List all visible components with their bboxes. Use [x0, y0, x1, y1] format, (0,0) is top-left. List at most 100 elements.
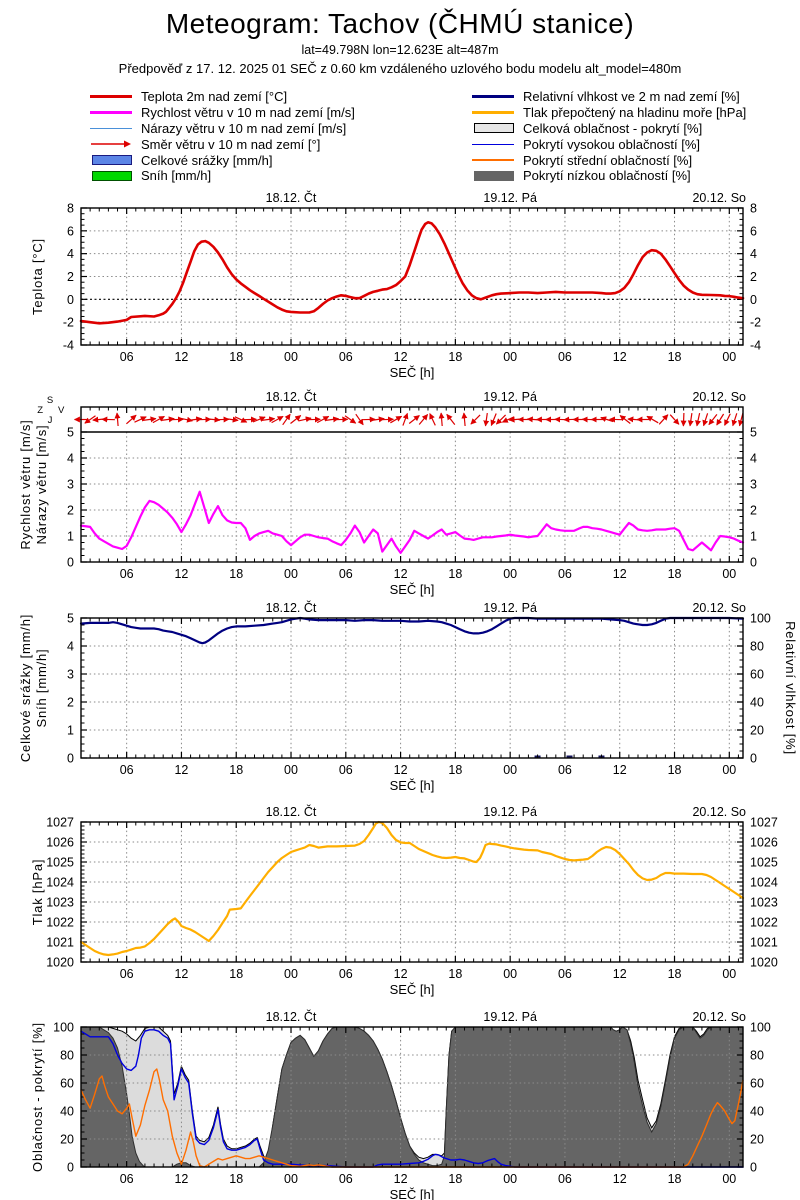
x-tick-label: 12 [394, 967, 408, 981]
area-series [80, 1026, 744, 1168]
y2-axis-title: Relativní vlhkost [%] [783, 621, 798, 755]
y-tick-label: 100 [750, 1021, 771, 1035]
wind-direction-arrow [724, 413, 731, 426]
y-tick-label: 1025 [46, 856, 74, 870]
legend-label: Směr větru v 10 m nad zemí [°] [141, 136, 321, 152]
day-label: 18.12. Čt [266, 600, 317, 615]
day-label: 19.12. Pá [483, 1010, 537, 1024]
x-tick-label: 12 [174, 567, 188, 581]
y-tick-label: 1020 [46, 956, 74, 970]
x-tick-label: 06 [339, 350, 353, 364]
compass-north: S [47, 395, 53, 406]
y-axis-title: Oblačnost - pokrytí [%] [30, 1022, 45, 1172]
wind-direction-arrow [298, 416, 312, 423]
wind-direction-arrow [282, 413, 291, 426]
y-tick-label: 20 [750, 1133, 764, 1147]
y-tick-label: 2 [67, 504, 74, 518]
day-label: 18.12. Čt [266, 190, 317, 205]
x-tick-label: 12 [174, 763, 188, 777]
legend-item: Celková oblačnost - pokrytí [%] [468, 121, 746, 137]
x-tick-label: 18 [229, 763, 243, 777]
x-tick-label: 18 [229, 350, 243, 364]
day-label: 20.12. So [692, 1010, 746, 1024]
wind-direction-arrow [234, 416, 248, 423]
compass-south: J [48, 415, 53, 426]
day-label: 20.12. So [692, 390, 746, 404]
y-tick-label: -4 [63, 339, 74, 353]
wind-direction-arrow [495, 414, 507, 425]
wind-direction-arrow [716, 413, 725, 426]
legend-line-swatch [86, 111, 132, 115]
y-tick-label: 8 [750, 202, 757, 216]
y-tick-label: 3 [67, 478, 74, 492]
legend-item: Celkové srážky [mm/h] [86, 152, 355, 168]
y-tick-label: -2 [63, 316, 74, 330]
legend-box-swatch [86, 155, 132, 166]
day-label: 20.12. So [692, 805, 746, 819]
wind-direction-arrow [355, 413, 364, 426]
x-tick-label: 12 [174, 1172, 188, 1186]
legend-box-swatch [468, 170, 514, 181]
legend-box-swatch [468, 123, 514, 134]
wind-direction-arrow [646, 415, 659, 424]
x-tick-label: 00 [503, 1172, 517, 1186]
x-tick-label: 00 [722, 1172, 736, 1186]
y-tick-label: 1 [67, 724, 74, 738]
line-series [80, 1029, 744, 1168]
y-tick-label: -2 [750, 316, 761, 330]
y-tick-label: 80 [750, 1049, 764, 1063]
wind-direction-arrow [402, 412, 409, 426]
wind-direction-arrow [438, 412, 445, 427]
wind-direction-arrow [188, 416, 203, 423]
y-tick-label: 1023 [750, 896, 778, 910]
y-tick-label: -4 [750, 339, 761, 353]
day-label: 19.12. Pá [483, 805, 537, 819]
y-tick-label: 0 [750, 556, 757, 570]
wind-direction-arrow [271, 415, 284, 424]
y-tick-label: 0 [750, 1161, 757, 1175]
y-tick-label: 4 [67, 640, 74, 654]
y-tick-label: 40 [750, 1105, 764, 1119]
wind-direction-arrow [252, 416, 266, 423]
subtitle-forecast-info: Předpověď z 17. 12. 2025 01 SEČ z 0.60 k… [118, 61, 682, 76]
y-tick-label: 1026 [750, 836, 778, 850]
y-tick-label: 8 [67, 202, 74, 216]
x-tick-label: 00 [722, 967, 736, 981]
x-axis-title: SEČ [h] [390, 365, 435, 380]
wind-direction-arrow [134, 416, 147, 423]
wind-direction-arrow [344, 415, 357, 424]
precip-bar [566, 755, 573, 758]
y-axis-title: Tlak [hPa] [30, 859, 45, 926]
day-label: 20.12. So [692, 601, 746, 615]
compass-east: V [58, 405, 65, 416]
x-tick-label: 12 [613, 1172, 627, 1186]
y-tick-label: 0 [750, 293, 757, 307]
y-tick-label: 4 [67, 247, 74, 261]
wind-direction-arrow [142, 416, 157, 423]
legend-right-column: Relativní vlhkost ve 2 m nad zemí [%] Tla… [468, 89, 746, 184]
y2-tick-label: 80 [750, 640, 764, 654]
y-tick-label: 1021 [750, 936, 778, 950]
legend-item: Nárazy větru v 10 m nad zemí [m/s] [86, 121, 355, 137]
x-tick-label: 12 [394, 1172, 408, 1186]
x-tick-label: 00 [722, 567, 736, 581]
x-tick-label: 00 [284, 350, 298, 364]
wind-direction-arrow [316, 415, 330, 424]
y-tick-label: 4 [750, 452, 757, 466]
legend-label: Pokrytí nízkou oblačností [%] [523, 168, 691, 184]
x-tick-label: 00 [503, 567, 517, 581]
x-tick-label: 06 [558, 967, 572, 981]
y-tick-label: 6 [750, 224, 757, 238]
x-tick-label: 12 [394, 567, 408, 581]
y-tick-label: 60 [60, 1077, 74, 1091]
x-tick-label: 00 [284, 763, 298, 777]
legend-label: Teplota 2m nad zemí [°C] [141, 89, 288, 105]
x-tick-label: 18 [668, 763, 682, 777]
wind-direction-arrow [680, 412, 687, 427]
x-tick-label: 18 [448, 350, 462, 364]
y-tick-label: 1020 [750, 956, 778, 970]
y-tick-label: 5 [67, 426, 74, 440]
day-label: 19.12. Pá [483, 390, 537, 404]
